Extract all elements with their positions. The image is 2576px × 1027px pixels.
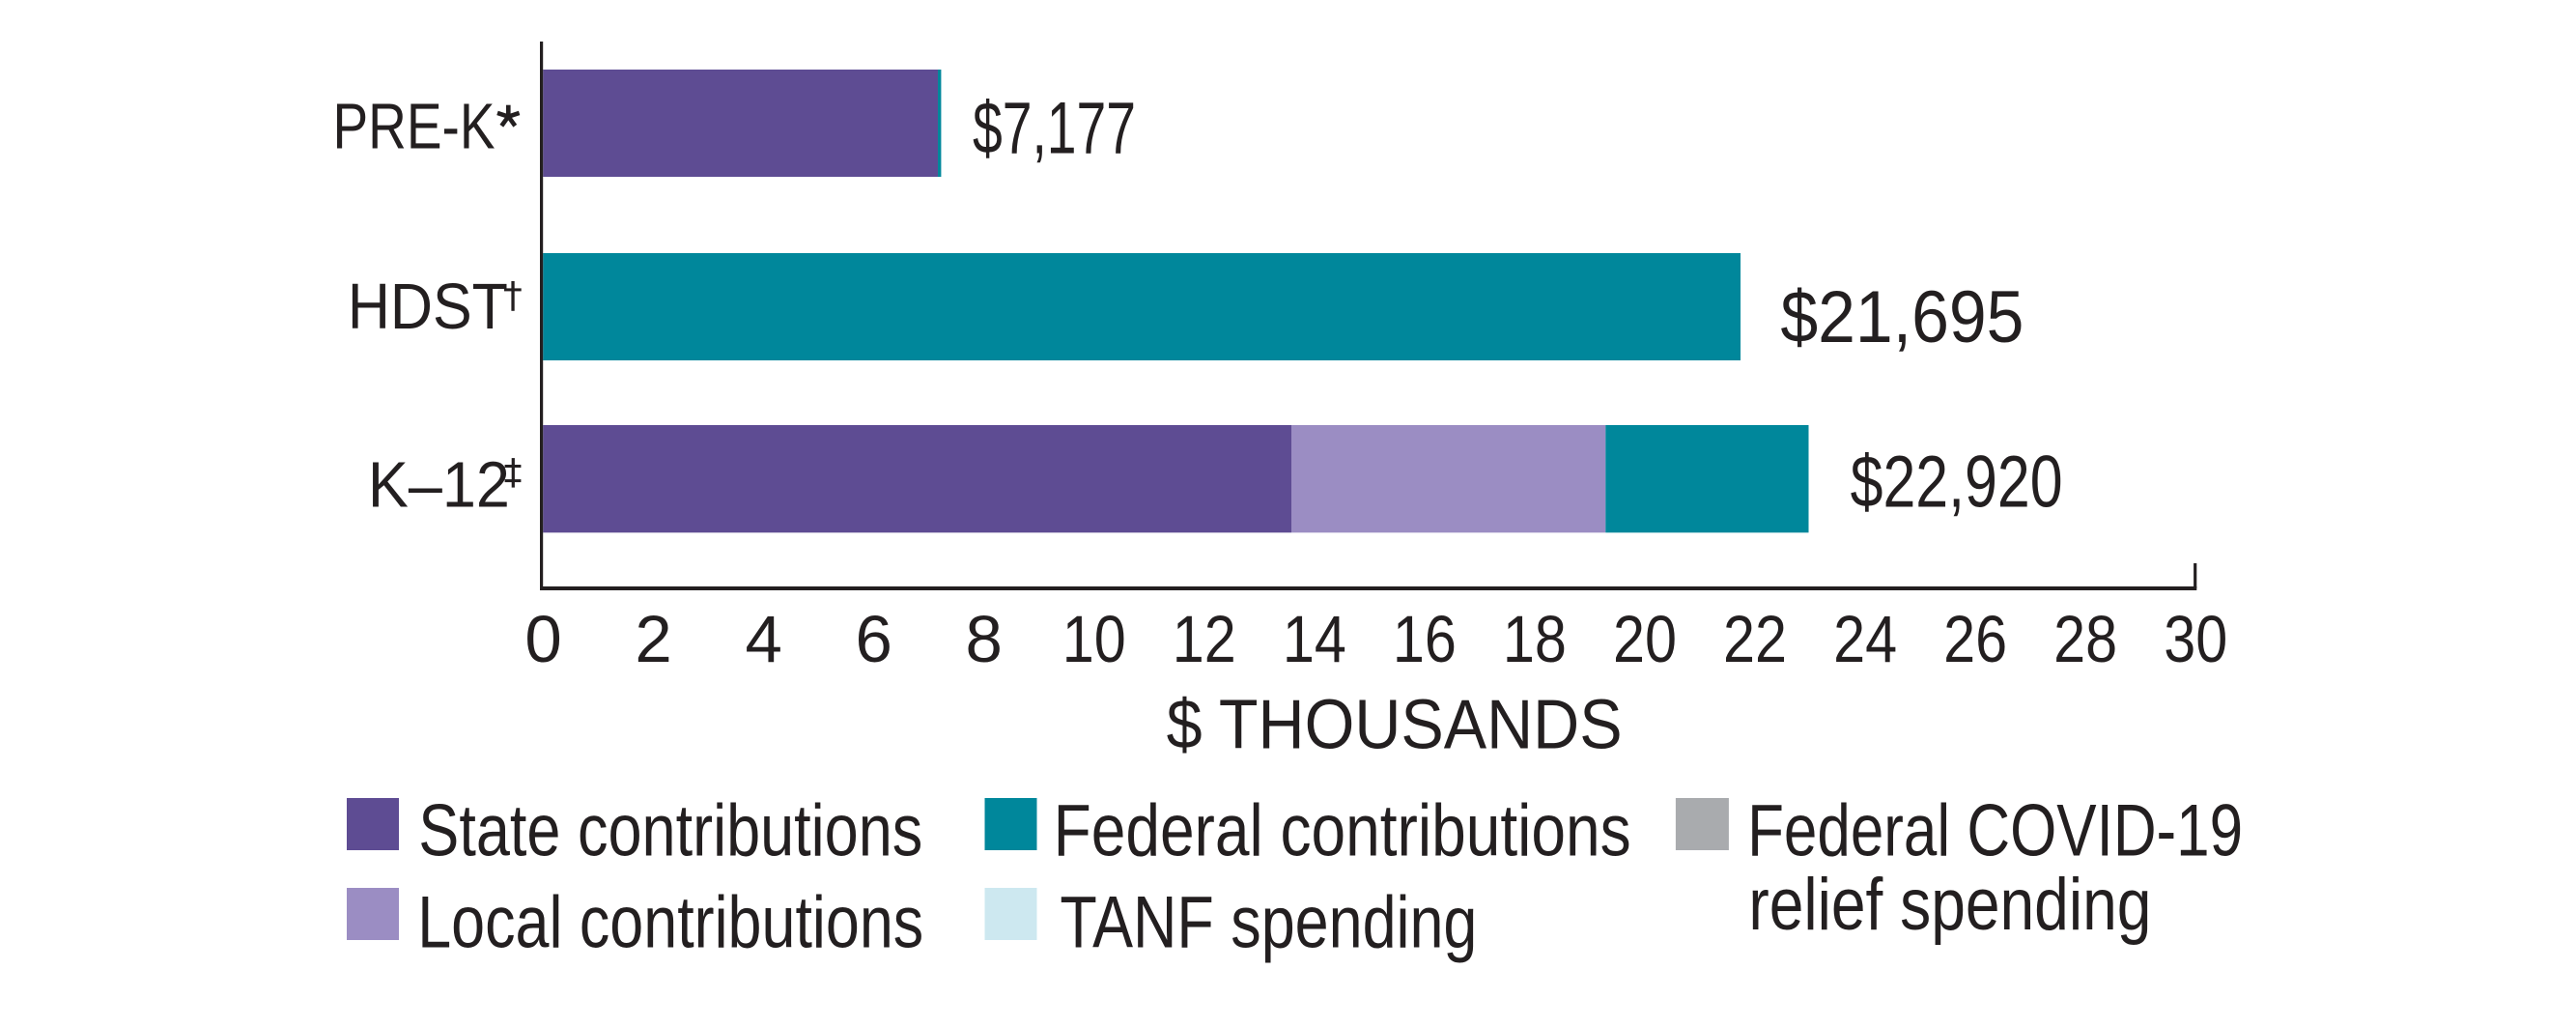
svg-text:14: 14	[1283, 602, 1346, 676]
svg-text:26: 26	[1943, 602, 2007, 676]
svg-text:16: 16	[1393, 602, 1457, 676]
svg-text:24: 24	[1833, 602, 1897, 676]
svg-text:22: 22	[1723, 602, 1787, 676]
svg-text:HDST: HDST	[348, 271, 508, 343]
svg-text:$21,695: $21,695	[1780, 276, 2024, 358]
svg-text:TANF spending: TANF spending	[1060, 882, 1477, 964]
svg-text:Local contributions: Local contributions	[417, 882, 923, 964]
svg-text:PRE-K: PRE-K	[333, 91, 495, 163]
svg-text:relief spending: relief spending	[1748, 864, 2151, 946]
svg-text:10: 10	[1062, 602, 1126, 676]
svg-text:$ THOUSANDS: $ THOUSANDS	[1167, 686, 1623, 764]
svg-text:20: 20	[1613, 602, 1677, 676]
svg-text:Federal COVID-19: Federal COVID-19	[1747, 790, 2243, 872]
svg-text:State contributions: State contributions	[418, 790, 922, 872]
svg-text:2: 2	[635, 602, 671, 676]
svg-text:K–12: K–12	[368, 448, 510, 521]
svg-text:$7,177: $7,177	[973, 88, 1136, 170]
svg-text:8: 8	[966, 602, 1003, 676]
svg-text:12: 12	[1173, 602, 1236, 676]
svg-text:30: 30	[2164, 602, 2227, 676]
svg-text:Federal contributions: Federal contributions	[1054, 790, 1631, 872]
svg-text:$22,920: $22,920	[1851, 442, 2063, 524]
svg-text:18: 18	[1503, 602, 1567, 676]
svg-text:28: 28	[2053, 602, 2117, 676]
svg-text:4: 4	[746, 602, 782, 676]
svg-text:6: 6	[856, 602, 892, 676]
svg-text:0: 0	[524, 602, 561, 676]
